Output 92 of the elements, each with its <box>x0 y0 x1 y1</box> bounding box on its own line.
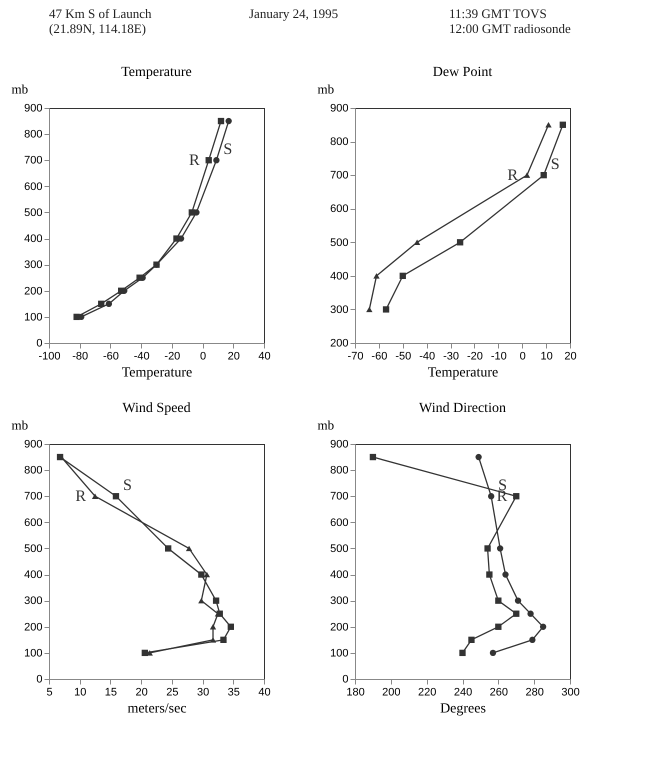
y-tick-label: 200 <box>24 621 42 634</box>
x-tick-label: 40 <box>258 686 271 698</box>
x-tick-label: 35 <box>228 686 240 698</box>
x-tick-label: 0 <box>520 350 526 362</box>
series-label: R <box>507 167 518 184</box>
x-tick-label: 10 <box>540 350 553 362</box>
y-tick-label: 200 <box>330 621 348 634</box>
x-tick-label: 300 <box>561 686 580 698</box>
y-tick-label: 600 <box>24 516 42 529</box>
y-axis-title: mb <box>318 418 334 432</box>
y-tick-label: 800 <box>24 464 42 477</box>
y-axis-title: mb <box>12 82 28 96</box>
x-tick-label: 20 <box>136 686 148 698</box>
x-tick-label: 240 <box>454 686 472 698</box>
y-tick-label: 200 <box>330 338 348 350</box>
x-tick-label: 30 <box>196 686 210 698</box>
y-tick-label: 800 <box>330 464 348 477</box>
y-tick-label: 100 <box>330 647 348 660</box>
y-tick-label: 600 <box>330 516 348 529</box>
text: January 24, 1995 <box>249 6 338 21</box>
x-tick-label: -70 <box>348 350 364 362</box>
x-tick-label: 20 <box>228 350 240 362</box>
y-tick-label: 300 <box>330 304 348 316</box>
series-label: S <box>223 141 232 158</box>
x-tick-label: 180 <box>346 686 365 698</box>
x-tick-label: -50 <box>395 350 412 362</box>
x-tick-label: -100 <box>38 350 61 362</box>
y-tick-label: 0 <box>36 674 42 686</box>
series-label: R <box>189 152 200 170</box>
y-tick-label: 400 <box>330 569 348 582</box>
y-tick-label: 800 <box>330 136 348 148</box>
y-tick-label: 300 <box>330 595 348 608</box>
y-tick-label: 700 <box>330 170 348 182</box>
x-tick-label: -20 <box>466 350 483 362</box>
y-tick-label: 400 <box>330 270 348 282</box>
y-tick-label: 400 <box>24 233 42 246</box>
y-tick-label: 800 <box>24 128 42 141</box>
y-tick-label: 600 <box>24 180 42 193</box>
y-tick-label: 0 <box>36 338 42 350</box>
y-tick-label: 300 <box>24 259 42 272</box>
x-tick-label: 200 <box>382 686 401 698</box>
chart-title: Wind Direction <box>419 401 506 416</box>
x-tick-label: -40 <box>419 350 436 362</box>
x-axis-title: meters/sec <box>127 702 187 716</box>
y-tick-label: 900 <box>330 102 348 114</box>
x-tick-label: -20 <box>164 350 180 362</box>
y-tick-label: 700 <box>330 490 348 503</box>
y-axis-title: mb <box>12 418 28 432</box>
y-tick-label: 500 <box>24 206 42 219</box>
x-tick-label: 280 <box>525 686 544 698</box>
x-tick-label: 260 <box>490 686 508 698</box>
text: 47 Km S of Launch (21.89N, 114.18E) <box>49 6 152 36</box>
y-tick-label: 500 <box>24 542 42 555</box>
y-tick-label: 500 <box>330 542 348 555</box>
x-tick-label: -60 <box>102 350 119 362</box>
chart-title: Temperature <box>121 65 192 80</box>
x-tick-label: -30 <box>443 350 460 362</box>
x-tick-label: -40 <box>134 350 150 362</box>
y-tick-label: 900 <box>24 438 42 450</box>
chart-title: Wind Speed <box>122 401 191 416</box>
y-axis-title: mb <box>318 82 334 96</box>
x-tick-label: 40 <box>258 350 271 362</box>
y-tick-label: 200 <box>24 285 42 298</box>
series-label: S <box>550 156 560 174</box>
y-tick-label: 900 <box>24 102 42 114</box>
text: 11:39 GMT TOVS 12:00 GMT radiosonde <box>449 6 572 36</box>
series-label: R <box>75 488 86 506</box>
series-label: S <box>122 477 132 494</box>
x-axis-title: Degrees <box>440 702 486 716</box>
x-tick-label: 15 <box>104 686 118 698</box>
x-axis-title: Temperature <box>122 366 192 380</box>
x-tick-label: 20 <box>564 350 577 362</box>
y-tick-label: 500 <box>330 236 348 249</box>
y-tick-label: 100 <box>24 311 42 324</box>
y-tick-label: 0 <box>342 674 348 686</box>
x-tick-label: -10 <box>490 350 507 362</box>
y-tick-label: 700 <box>24 154 42 167</box>
x-axis-title: Temperature <box>428 366 498 380</box>
y-tick-label: 100 <box>24 647 42 660</box>
y-tick-label: 900 <box>330 438 348 450</box>
x-tick-label: 25 <box>166 686 178 698</box>
y-tick-label: 300 <box>24 595 42 608</box>
chart-title: Dew Point <box>432 65 492 80</box>
x-tick-label: -60 <box>371 350 388 362</box>
y-tick-label: 400 <box>24 569 42 582</box>
x-tick-label: 5 <box>46 686 53 698</box>
x-tick-label: 10 <box>74 686 86 698</box>
y-tick-label: 700 <box>24 490 42 503</box>
x-tick-label: 220 <box>418 686 436 698</box>
y-tick-label: 600 <box>330 203 348 216</box>
x-tick-label: 0 <box>200 350 206 362</box>
x-tick-label: -80 <box>72 350 88 362</box>
